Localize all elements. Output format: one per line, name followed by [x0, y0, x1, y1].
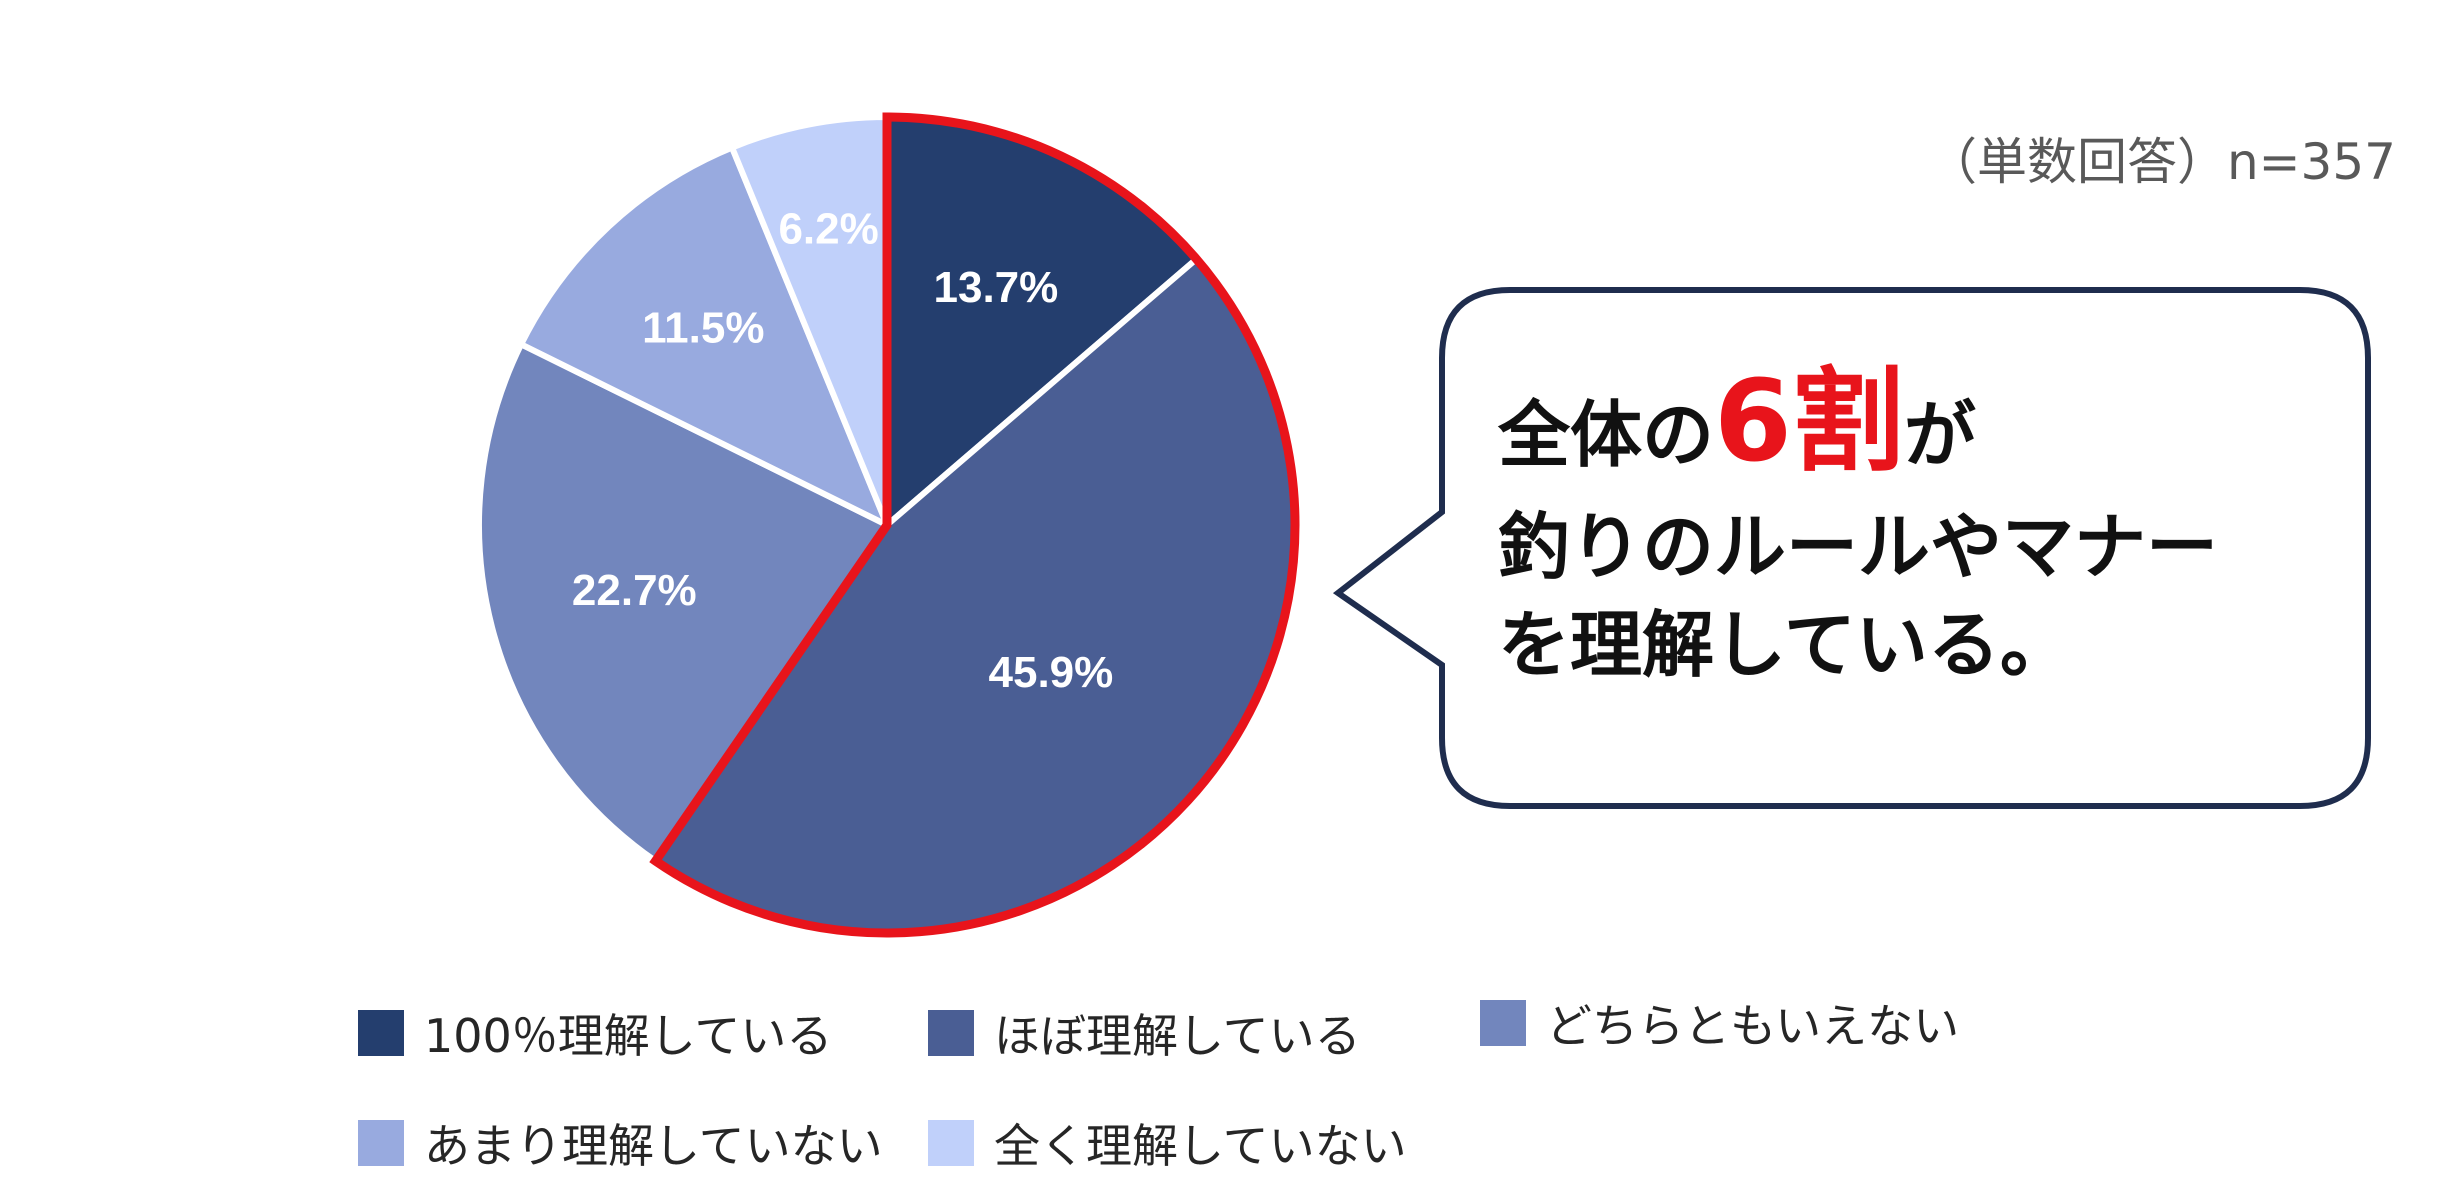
legend: 100％理解している ほぼ理解している どちらともいえない あまり理解していない… — [358, 990, 2058, 1190]
legend-item-mostly-understand: ほぼ理解している — [928, 1000, 1361, 1066]
callout-bubble: 全体の6割が 釣りのルールやマナー を理解している。 — [1332, 287, 2371, 809]
legend-label: どちらともいえない — [1546, 999, 1960, 1053]
sample-note: （単数回答）n=357 — [1926, 133, 2396, 191]
legend-item-not-at-all: 全く理解していない — [928, 1110, 1407, 1176]
pie-slices — [476, 114, 1298, 936]
callout-line-3: を理解している。 — [1498, 603, 2072, 687]
slice-value-label: 13.7% — [934, 263, 1059, 312]
slice-labels: 13.7% 45.9% 22.7% 11.5% 6.2% — [572, 204, 1114, 697]
slice-neutral — [476, 341, 890, 864]
legend-swatch — [1480, 1000, 1526, 1046]
legend-swatch — [358, 1120, 404, 1166]
slice-not-at-all — [729, 114, 890, 528]
legend-label: ほぼ理解している — [994, 1009, 1361, 1063]
legend-item-fully-understand: 100％理解している — [358, 1000, 832, 1066]
legend-label: あまり理解していない — [424, 1119, 883, 1173]
legend-label: 100％理解している — [424, 1009, 833, 1063]
slice-not-much — [518, 144, 890, 528]
callout-line-1-before: 全体の — [1497, 393, 1714, 477]
slice-value-label: 11.5% — [642, 304, 764, 353]
callout-line-1-after: が — [1904, 393, 1976, 477]
slice-value-label: 6.2% — [778, 204, 878, 253]
callout-line-2: 釣りのルールやマナー — [1498, 505, 2218, 589]
callout-line-1: 全体の6割が — [1497, 357, 1976, 487]
callout-shape — [1332, 287, 2371, 809]
legend-label: 全く理解していない — [994, 1119, 1407, 1173]
legend-swatch — [928, 1010, 974, 1056]
slice-value-label: 45.9% — [989, 648, 1114, 697]
legend-swatch — [358, 1010, 404, 1056]
legend-item-not-much: あまり理解していない — [358, 1110, 883, 1176]
legend-swatch — [928, 1120, 974, 1166]
slice-value-label: 22.7% — [572, 566, 697, 615]
legend-item-neutral: どちらともいえない — [1480, 990, 1959, 1056]
highlight-outline — [649, 112, 1300, 938]
callout-emphasis: 6割 — [1714, 357, 1904, 487]
